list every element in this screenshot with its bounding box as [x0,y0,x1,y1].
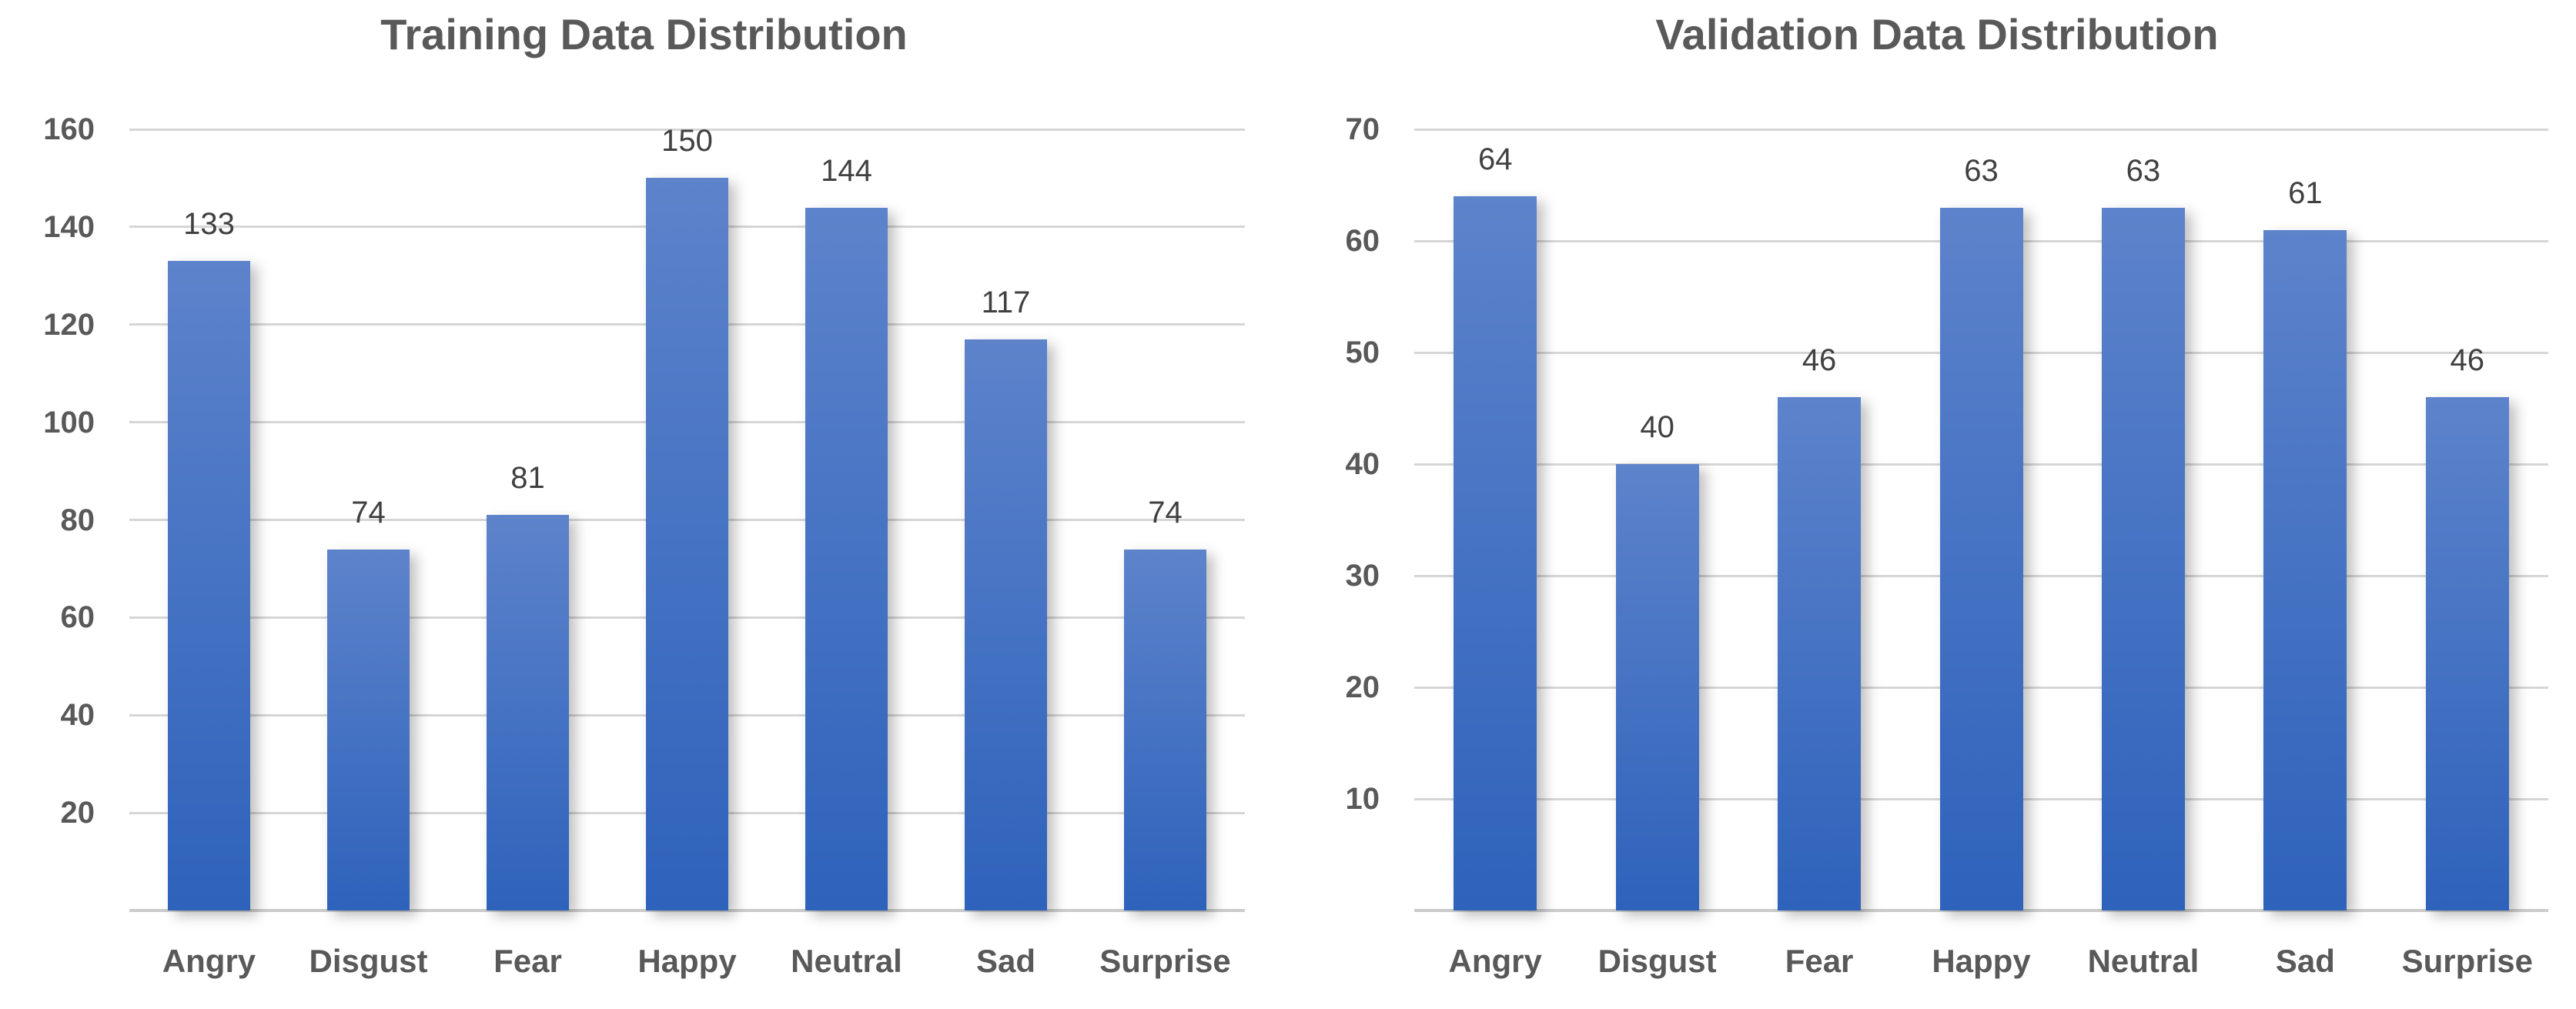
bar-value-label: 74 [1148,495,1183,530]
y-tick-label: 20 [1345,670,1380,704]
x-axis-label-fear: Fear [1785,943,1854,979]
y-tick-label: 80 [60,503,95,537]
bar-value-label: 64 [1477,142,1513,176]
x-axis-line [129,909,1245,912]
y-tick-label: 30 [1345,559,1380,593]
y-tick-label: 60 [1345,224,1380,258]
x-axis-label-surprise: Surprise [2401,943,2533,979]
bar-fear [487,515,569,910]
x-axis-label-happy: Happy [1932,943,2031,979]
gridline [1414,128,2548,131]
bar-disgust [1615,464,1699,910]
bar-angry [1454,196,1537,910]
y-tick-label: 100 [43,405,95,439]
y-tick-label: 120 [43,307,95,342]
bar-surprise [1124,549,1206,910]
bar-sad [965,339,1047,910]
validation-distribution-chart: Validation Data Distribution 64 40 46 63 63 6… [1298,0,2576,1009]
bar-value-label: 63 [2126,153,2161,188]
bar-value-label: 117 [981,285,1031,319]
bar-value-label: 144 [821,153,872,188]
bar-sad [2263,229,2347,910]
bar-value-label: 46 [2450,343,2485,377]
bar-value-label: 74 [351,495,386,530]
bar-value-label: 150 [661,124,713,159]
bar-neutral [805,207,888,910]
bar-value-label: 61 [2288,175,2323,210]
plot-area: 133 74 81 150 144 117 74 [129,124,1245,912]
bar-angry [168,261,250,910]
x-axis-label-happy: Happy [637,943,737,979]
bar-value-label: 133 [183,207,235,242]
x-axis-label-surprise: Surprise [1099,943,1231,979]
bar-happy [646,178,728,910]
y-tick-label: 40 [60,698,95,733]
bar-value-label: 46 [1802,343,1837,377]
chart-title: Training Data Distribution [380,10,908,58]
chart-title: Validation Data Distribution [1655,10,2219,58]
x-axis-label-disgust: Disgust [1597,943,1717,979]
x-axis-line [1414,909,2548,912]
bar-value-label: 63 [1964,153,1999,188]
y-tick-label: 140 [43,209,95,244]
x-axis-label-sad: Sad [975,943,1036,979]
x-axis-label-angry: Angry [162,943,256,979]
plot-area: 64 40 46 63 63 61 46 [1414,128,2548,912]
x-axis-label-angry: Angry [1448,943,1542,979]
bar-fear [1778,397,1862,910]
y-tick-label: 50 [1345,336,1380,369]
training-distribution-chart: Training Data Distribution 133 74 81 150 144… [43,10,1245,979]
y-tick-label: 10 [1345,782,1380,816]
x-axis-label-fear: Fear [493,943,562,979]
bar-value-label: 40 [1640,410,1674,444]
bar-happy [1939,207,2023,910]
bar-surprise [2425,397,2509,910]
bar-value-label: 81 [510,461,545,496]
gridline [129,128,1245,131]
y-tick-label: 70 [1345,112,1380,146]
y-tick-label: 60 [60,600,95,635]
x-axis-label-sad: Sad [2275,943,2335,979]
y-tick-label: 160 [43,112,95,146]
x-axis-label-disgust: Disgust [309,943,428,979]
y-tick-label: 40 [1345,447,1380,481]
x-axis-label-neutral: Neutral [791,943,902,979]
y-tick-label: 20 [60,796,95,830]
bar-disgust [327,549,410,910]
bar-neutral [2101,207,2185,910]
x-axis-label-neutral: Neutral [2087,943,2200,979]
